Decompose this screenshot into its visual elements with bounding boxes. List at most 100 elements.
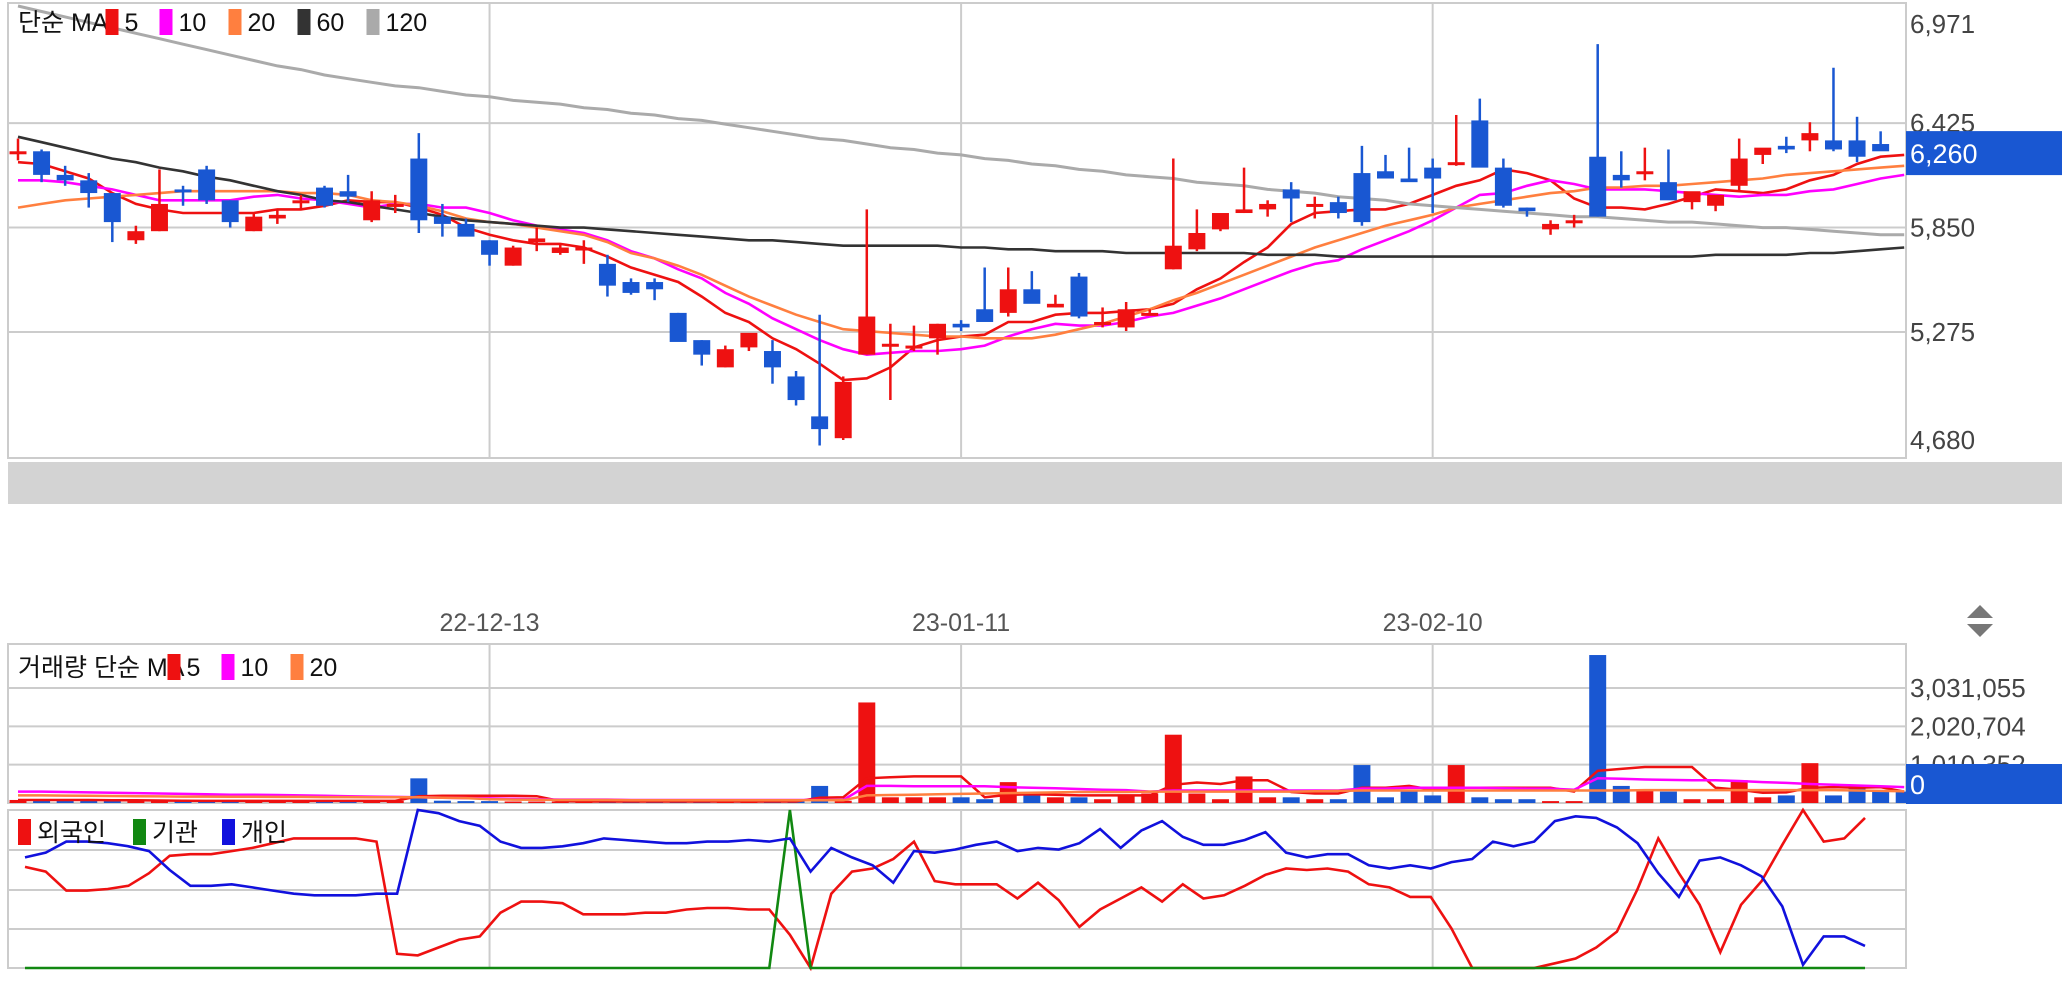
price-tick-label: 6,971 [1910, 9, 1975, 39]
candle-body [929, 323, 947, 339]
candle-body [1730, 158, 1748, 186]
candle-body [1023, 289, 1041, 304]
candle-body [1659, 182, 1677, 201]
volume-bar [1353, 765, 1371, 803]
date-bar-bg [8, 462, 2062, 504]
candle [1400, 147, 1418, 183]
candle-body [999, 289, 1017, 313]
candle [1282, 182, 1300, 223]
candle [127, 225, 145, 244]
candle-body [316, 187, 333, 206]
volume-ma-20-line [18, 788, 1905, 802]
candle [976, 267, 994, 322]
volume-bar [1094, 799, 1112, 803]
volume-bar [1683, 799, 1701, 803]
candle-body [622, 282, 640, 293]
volume-bar [1754, 797, 1772, 803]
volume-bar [1777, 795, 1795, 803]
price-legend-item: 10 [179, 9, 207, 37]
ma-120-line [17, 4, 1905, 237]
price-legend-item: 20 [248, 9, 276, 37]
candle-body [1494, 167, 1512, 206]
investor-line-institution [25, 809, 1865, 970]
candle-body [598, 263, 616, 286]
candle-body [1801, 133, 1819, 141]
candle-body [1377, 171, 1394, 179]
candle-body [881, 343, 899, 347]
price-tick-label: 5,850 [1910, 213, 1975, 243]
candle [410, 133, 428, 233]
candle [1683, 191, 1701, 210]
candle-body [174, 189, 192, 193]
candle-body [716, 349, 734, 368]
volume-bar [1872, 791, 1890, 803]
candle [481, 240, 499, 266]
candle [622, 278, 640, 295]
candle [1612, 151, 1630, 188]
candle-body [1046, 303, 1064, 308]
candle-body [386, 203, 404, 207]
date-axis-bar[interactable]: 22-12-13 23-01-11 23-02-10 [8, 462, 2062, 637]
candle [1730, 138, 1748, 192]
candle-body [1636, 171, 1654, 175]
candle-body [1447, 162, 1465, 166]
volume-bar [1518, 799, 1536, 803]
candle-body [1117, 309, 1135, 328]
candle [528, 227, 546, 252]
investor-line-individual [24, 808, 1866, 968]
price-legend-item: 5 [125, 9, 139, 37]
candle-body [858, 316, 876, 355]
volume-bar [1542, 801, 1560, 803]
candle [1565, 214, 1583, 228]
candle-body [1211, 213, 1229, 230]
candle [80, 173, 98, 208]
price-legend-swatch [228, 9, 242, 35]
candles [9, 44, 1890, 446]
volume-legend: 거래량 단순 MA 5 10 20 [18, 654, 337, 682]
candle [999, 267, 1017, 317]
candle-body [952, 323, 970, 328]
volume-moving-averages [18, 765, 1905, 803]
candle-body [693, 340, 711, 355]
candle [1494, 158, 1512, 208]
expand-down-icon [1967, 624, 1993, 637]
volume-bar [929, 797, 947, 803]
candle-body [481, 240, 499, 255]
candle-body [1282, 189, 1300, 199]
volume-bar [1895, 791, 1913, 803]
candle-body [433, 216, 451, 224]
candle-body [339, 191, 357, 197]
candle-body [1824, 140, 1842, 150]
volume-bar [504, 801, 522, 803]
candle [646, 278, 664, 301]
candle [339, 174, 357, 203]
candle-body [1400, 178, 1418, 183]
candle-body [103, 193, 121, 223]
volume-bar [1424, 795, 1442, 803]
candle [150, 169, 168, 232]
candle-body [1306, 203, 1324, 207]
candle [929, 323, 947, 355]
price-legend-swatch [105, 9, 119, 35]
investor-legend-item: 외국인 [37, 819, 106, 847]
volume-bar [1471, 797, 1489, 803]
candle [1518, 207, 1536, 217]
candle [1777, 136, 1795, 154]
volume-bar [1211, 799, 1229, 803]
candle-body [1141, 312, 1159, 316]
candle [56, 165, 74, 186]
candle [316, 185, 333, 208]
candle-body [198, 169, 216, 201]
volume-bar [1589, 655, 1607, 803]
candle [1117, 301, 1135, 332]
volume-bar [1400, 789, 1418, 803]
volume-bar [150, 800, 168, 803]
volume-bar [56, 800, 74, 803]
candle [1542, 220, 1560, 235]
candle-body [905, 345, 923, 349]
candle-body [575, 247, 593, 251]
candle [858, 209, 876, 355]
candle-body [528, 238, 546, 243]
